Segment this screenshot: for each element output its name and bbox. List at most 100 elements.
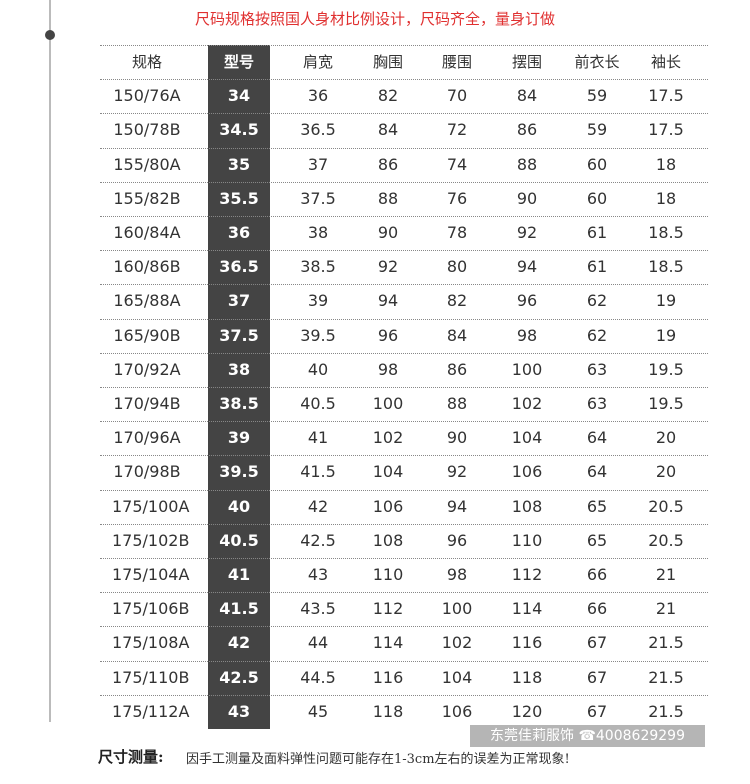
table-cell: 100 [372, 394, 404, 413]
table-cell: 84 [516, 86, 538, 106]
table-cell: 104 [441, 667, 473, 687]
table-cell: 20.5 [648, 496, 684, 516]
table-cell: 40 [307, 359, 329, 379]
table-cell: 59 [586, 120, 608, 140]
table-cell: 40.5 [219, 530, 259, 550]
table-cell: 88 [516, 154, 538, 174]
table-cell: 88 [377, 188, 399, 208]
table-cell: 86 [516, 120, 538, 140]
table-cell: 110 [372, 565, 404, 584]
table-cell: 19.5 [648, 359, 684, 379]
row-separator [100, 626, 708, 628]
table-cell: 114 [511, 599, 543, 619]
table-cell: 43 [227, 701, 251, 721]
row-separator [100, 523, 708, 525]
table-cell: 39.5 [300, 325, 336, 345]
table-cell: 86 [377, 154, 399, 174]
table-cell: 39 [307, 291, 329, 311]
row-separator [100, 352, 708, 354]
table-cell: 150/76A [113, 86, 181, 106]
table-cell: 18.5 [648, 223, 684, 242]
table-cell: 98 [377, 359, 399, 379]
table-cell: 34 [227, 86, 251, 106]
table-cell: 38.5 [300, 257, 336, 277]
table-cell: 175/102B [112, 530, 190, 550]
table-cell: 78 [446, 223, 468, 242]
table-cell: 104 [511, 428, 543, 448]
table-cell: 118 [511, 667, 543, 687]
row-separator [100, 318, 708, 320]
table-cell: 170/98B [113, 462, 181, 482]
table-cell: 175/108A [112, 633, 190, 653]
table-cell: 42 [227, 633, 251, 653]
watermark: 东莞佳莉服饰 ☎4008629299 [470, 725, 705, 747]
table-cell: 59 [586, 86, 608, 106]
table-cell: 100 [511, 359, 543, 379]
table-cell: 96 [446, 530, 468, 550]
footer-label: 尺寸测量: [98, 748, 164, 766]
table-cell: 61 [586, 223, 608, 242]
table-cell: 21.5 [648, 701, 684, 721]
table-cell: 18 [655, 188, 677, 208]
table-cell: 41 [307, 428, 329, 448]
table-cell: 37 [307, 154, 329, 174]
table-cell: 175/104A [112, 565, 190, 584]
table-cell: 64 [586, 428, 608, 448]
table-cell: 165/88A [113, 291, 181, 311]
table-cell: 38.5 [219, 394, 259, 413]
table-cell: 20.5 [648, 530, 684, 550]
table-cell: 82 [377, 86, 399, 106]
table-cell: 160/86B [113, 257, 181, 277]
table-cell: 96 [516, 291, 538, 311]
table-cell: 21 [655, 599, 677, 619]
title: 尺码规格按照国人身材比例设计，尺码齐全，量身订做 [194, 10, 555, 28]
table-cell: 38 [307, 223, 329, 242]
table-cell: 110 [511, 530, 543, 550]
table-cell: 67 [586, 633, 608, 653]
table-cell: 18 [655, 154, 677, 174]
table-cell: 42.5 [300, 530, 336, 550]
table-cell: 44.5 [300, 667, 336, 687]
table-cell: 40 [227, 496, 251, 516]
table-cell: 43 [307, 565, 329, 584]
row-separator [100, 250, 708, 252]
row-separator [100, 113, 708, 115]
table-cell: 102 [372, 428, 404, 448]
table-cell: 175/110B [112, 667, 190, 687]
table-cell: 21 [655, 565, 677, 584]
table-cell: 84 [446, 325, 468, 345]
table-cell: 65 [586, 496, 608, 516]
table-cell: 74 [446, 154, 468, 174]
row-separator [100, 45, 708, 46]
column-header: 肩宽 [302, 53, 333, 71]
table-cell: 82 [446, 291, 468, 311]
table-cell: 63 [586, 359, 608, 379]
table-cell: 92 [377, 257, 399, 277]
row-separator [100, 660, 708, 662]
row-separator [100, 694, 708, 696]
table-cell: 42.5 [219, 667, 259, 687]
column-header: 前衣长 [574, 53, 620, 71]
table-cell: 17.5 [648, 120, 684, 140]
table-cell: 20 [655, 428, 677, 448]
table-cell: 90 [516, 188, 538, 208]
table-cell: 88 [446, 394, 468, 413]
table-cell: 98 [516, 325, 538, 345]
table-cell: 108 [511, 496, 543, 516]
column-header: 袖长 [650, 53, 681, 71]
table-cell: 94 [516, 257, 538, 277]
table-cell: 42 [307, 496, 329, 516]
table-cell: 36.5 [219, 257, 259, 277]
table-cell: 84 [377, 120, 399, 140]
table-cell: 106 [441, 701, 473, 721]
table-cell: 175/112A [112, 701, 190, 721]
table-cell: 106 [372, 496, 404, 516]
table-cell: 118 [372, 701, 404, 721]
row-separator [100, 216, 708, 217]
column-header: 规格 [131, 53, 162, 71]
table-cell: 120 [511, 701, 543, 721]
column-header: 摆围 [511, 53, 542, 71]
table-cell: 72 [446, 120, 468, 140]
row-separator [100, 284, 708, 286]
table-cell: 60 [586, 188, 608, 208]
